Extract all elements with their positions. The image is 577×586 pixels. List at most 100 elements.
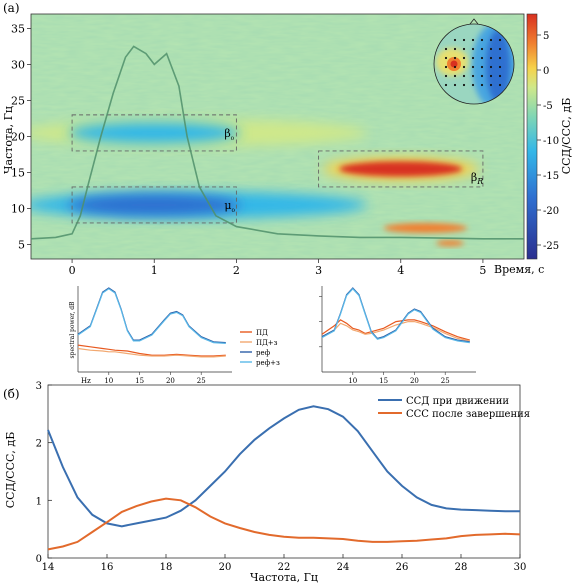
spectrum-x-tick-label: 10: [104, 377, 113, 385]
spectrum-x-tick-label: 10: [348, 377, 357, 385]
spectrum-line: [321, 287, 470, 344]
legend-label: ПД+з: [256, 339, 278, 347]
electrode-dot: [498, 65, 502, 69]
spectrum-x-tick-label: 15: [379, 377, 388, 385]
spectrum-line: [77, 344, 226, 357]
region-box: [318, 150, 484, 188]
ratio-xlabel: Частота, Гц: [250, 571, 318, 584]
heatmap-ylabel: Частота, Гц: [2, 106, 15, 174]
spectrum-ylabel: spectral power, dB: [69, 301, 76, 359]
electrode-dot: [462, 65, 466, 69]
y-tick-label: 5: [18, 239, 25, 252]
ratio-x-tick-label: 18: [160, 562, 173, 573]
spectrum-x-tick-label: 15: [135, 377, 144, 385]
colorbar-tick-label: -15: [543, 171, 559, 182]
spectrum-x-tick-label: 20: [166, 377, 175, 385]
electrode-dot: [444, 56, 448, 60]
x-tick-label: 4: [397, 264, 404, 277]
electrode-dot: [480, 65, 484, 69]
y-tick-label: 30: [11, 58, 25, 71]
ratio-x-tick-label: 20: [219, 562, 232, 573]
electrode-dot: [462, 38, 466, 42]
ratio-legend-label: ССД при движении: [406, 396, 509, 407]
spectrum-plot-right: 10 15 20 25: [319, 286, 476, 385]
electrode-dot: [462, 83, 466, 87]
ratio-x-tick-label: 26: [396, 562, 409, 573]
electrode-dot: [444, 83, 448, 87]
ratio-panel: 14 16 18 20 22 24 26 28 30 0 1 2 3 ССД при движении СС…: [36, 381, 530, 573]
ratio-y-tick-label: 2: [36, 439, 42, 450]
electrode-dot: [471, 83, 475, 87]
ratio-y-tick-label: 0: [36, 554, 42, 565]
electrode-dot: [489, 65, 493, 69]
ratio-line: [47, 497, 521, 551]
y-tick-label: 20: [11, 131, 25, 144]
electrode-dot: [471, 47, 475, 51]
spectrum-line: [321, 287, 470, 343]
electrode-dot: [489, 56, 493, 60]
colorbar-tick-label: -5: [543, 101, 553, 112]
electrode-dot: [453, 65, 457, 69]
electrode-dot: [444, 74, 448, 78]
electrode-dot: [489, 38, 493, 42]
electrode-dot: [471, 74, 475, 78]
spectrum-line: [77, 288, 226, 344]
electrode-dot: [480, 74, 484, 78]
heatmap-blob: [67, 194, 241, 216]
x-tick-label: 1: [151, 264, 158, 277]
region-label: μ₀: [224, 199, 234, 214]
electrode-dot: [498, 38, 502, 42]
colorbar-label: ССД/ССС, дБ: [560, 98, 573, 175]
spectrum-xlabel: Hz: [81, 377, 91, 385]
ratio-x-tick-label: 24: [337, 562, 350, 573]
electrode-dot: [480, 47, 484, 51]
ratio-y-tick-label: 1: [36, 496, 42, 507]
colorbar-tick-label: -25: [543, 241, 559, 252]
electrode-dot: [480, 38, 484, 42]
ratio-x-tick-label: 22: [278, 562, 291, 573]
electrode-dot: [498, 74, 502, 78]
heatmap-blob: [339, 161, 463, 177]
electrode-dot: [498, 47, 502, 51]
colorbar-tick-label: -20: [543, 206, 559, 217]
ratio-legend-label: ССС после завершения: [406, 409, 530, 420]
legend-label: реф+з: [256, 359, 280, 367]
electrode-dot: [462, 47, 466, 51]
colorbar-tick-label: 0: [543, 66, 549, 77]
electrode-dot: [462, 56, 466, 60]
x-tick-label: 5: [479, 264, 486, 277]
electrode-dot: [453, 74, 457, 78]
y-tick-label: 15: [11, 167, 25, 180]
region-box: [71, 114, 237, 152]
electrode-dot: [480, 83, 484, 87]
x-tick-label: 3: [315, 264, 322, 277]
electrode-dot: [489, 83, 493, 87]
spectrum-line: [321, 321, 470, 342]
electrode-dot: [498, 83, 502, 87]
legend-label: ПД: [256, 329, 268, 337]
spectrum-line: [77, 347, 226, 358]
panel-b-label: (б): [3, 387, 20, 401]
colorbar-tick-label: 5: [543, 31, 549, 42]
electrode-dot: [444, 47, 448, 51]
panel-a-label: (a): [3, 1, 20, 15]
heatmap-xlabel: Время, с: [494, 263, 544, 276]
electrode-dot: [471, 65, 475, 69]
spectrum-line: [321, 319, 470, 341]
ratio-x-tick-label: 16: [101, 562, 114, 573]
electrode-dot: [453, 56, 457, 60]
electrode-dot: [453, 38, 457, 42]
ratio-x-tick-label: 14: [42, 562, 55, 573]
electrode-dot: [471, 38, 475, 42]
heatmap-blob-low: [383, 223, 468, 234]
colorbar: 5 0 -5 -10 -15 -20 -25 ССД/ССС, дБ: [526, 13, 573, 260]
ratio-x-tick-label: 28: [455, 562, 468, 573]
legend-label: реф: [256, 349, 271, 357]
spectrum-legend: ПД ПД+з реф реф+з: [240, 329, 280, 367]
electrode-dot: [444, 65, 448, 69]
spectrum-x-tick-label: 20: [410, 377, 419, 385]
spectrum-plot-left: 10 15 20 25 Hz spectral power, dB: [69, 286, 232, 385]
electrode-dot: [489, 74, 493, 78]
